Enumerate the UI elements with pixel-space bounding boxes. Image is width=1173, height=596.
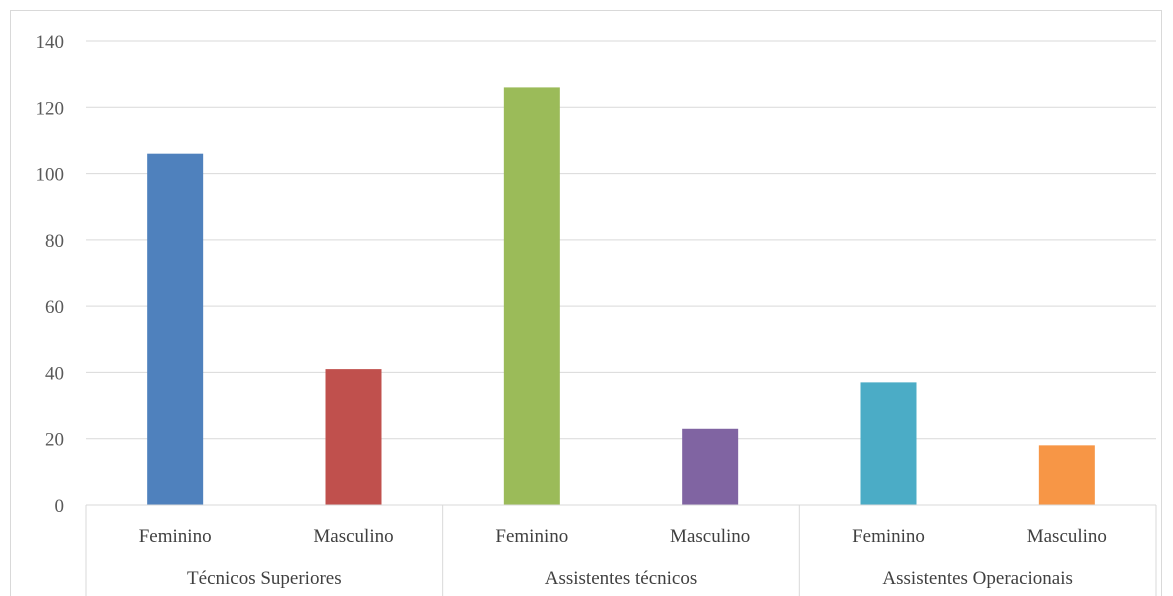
bar [147,153,204,505]
bar [325,369,382,505]
y-tick-label: 40 [45,363,64,384]
bar [503,87,560,506]
y-tick-label: 140 [36,32,65,53]
y-tick-label: 100 [36,165,65,186]
bar [682,428,739,505]
y-tick-label: 0 [55,496,65,517]
category-label: Masculino [313,526,393,547]
gridlines [86,40,1156,440]
x-axis: Feminino Masculino Feminino Masculino Femini… [85,504,1157,596]
bar [860,382,917,505]
y-tick-label: 80 [45,231,64,252]
y-tick-label: 120 [36,98,65,119]
category-label: Masculino [1027,526,1107,547]
group-label: Assistentes técnicos [545,568,698,589]
category-label: Feminino [495,526,568,547]
group-label: Técnicos Superiores [187,568,342,589]
bar [1038,445,1095,505]
category-label: Feminino [139,526,212,547]
y-tick-label: 20 [45,430,64,451]
category-label: Masculino [670,526,750,547]
y-tick-label: 60 [45,297,64,318]
bars [147,87,1095,506]
group-label: Assistentes Operacionais [882,568,1072,589]
category-label: Feminino [852,526,925,547]
y-axis-tick-labels: 0 20 40 60 80 100 120 140 [36,32,65,517]
